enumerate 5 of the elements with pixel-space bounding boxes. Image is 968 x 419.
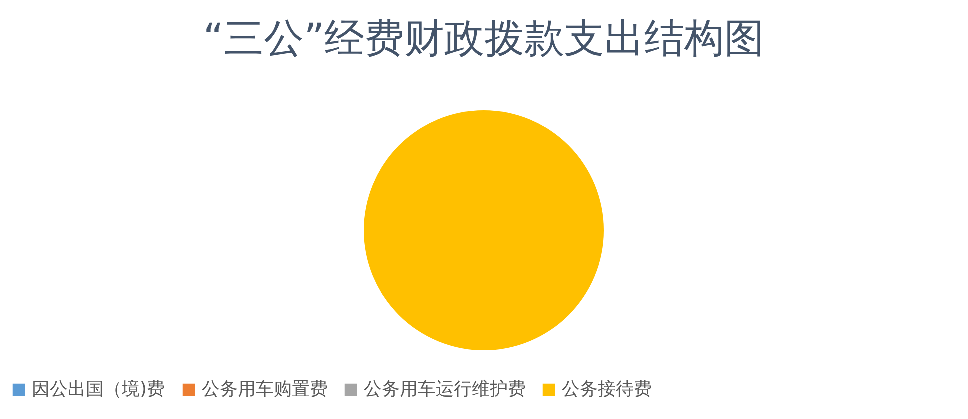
legend-label: 公务用车运行维护费 xyxy=(364,379,526,400)
legend-label: 因公出国（境)费 xyxy=(32,379,166,400)
legend-label: 公务用车购置费 xyxy=(202,379,328,400)
chart-title: “三公”经费财政拨款支出结构图 xyxy=(203,16,765,62)
legend-label: 公务接待费 xyxy=(562,379,652,400)
